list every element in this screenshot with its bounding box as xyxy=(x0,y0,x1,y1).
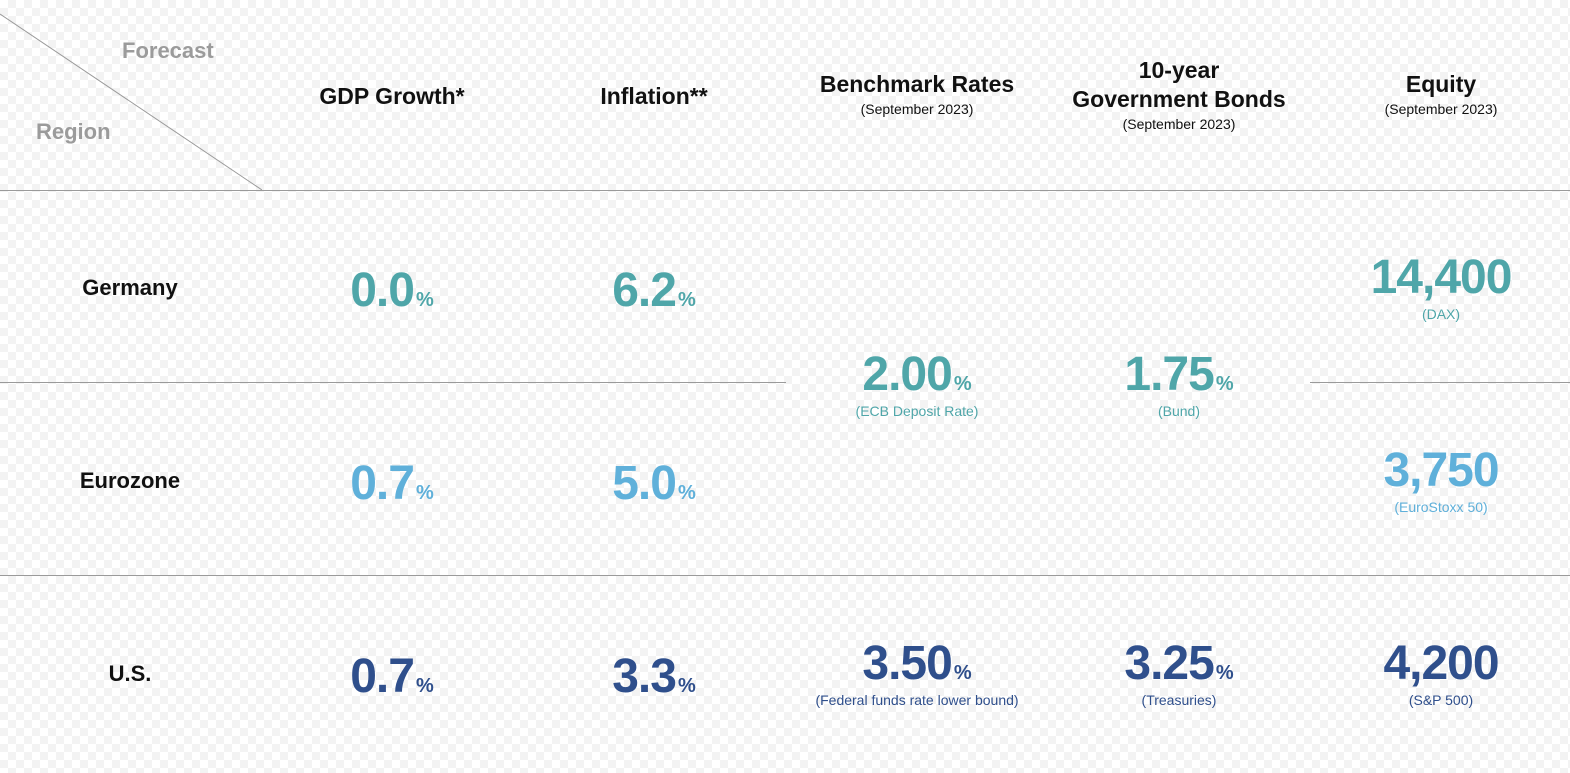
column-subtitle-bonds: (September 2023) xyxy=(1122,116,1236,132)
eurozone-gdp-value: 0.7 xyxy=(350,457,415,510)
row-label-us: U.S. xyxy=(108,661,152,686)
column-title-bonds-line1: 10-year xyxy=(1138,57,1220,83)
percent-sign: % xyxy=(415,675,434,697)
germany-gdp-value: 0.0 xyxy=(350,264,415,317)
eurozone-inflation-value: 5.0 xyxy=(612,457,677,510)
us-bonds-value: 3.25 xyxy=(1124,637,1214,690)
eurozone-equity-note: (EuroStoxx 50) xyxy=(1394,499,1488,515)
us-benchmark-value: 3.50 xyxy=(862,637,952,690)
column-title-inflation: Inflation** xyxy=(600,83,708,109)
percent-sign: % xyxy=(953,662,972,684)
germany-equity-value: 14,400 xyxy=(1370,251,1513,304)
germany-equity-note: (DAX) xyxy=(1421,306,1461,322)
euro-bonds-note: (Bund) xyxy=(1157,403,1201,419)
column-title-equity: Equity xyxy=(1405,71,1477,97)
us-benchmark-note: (Federal funds rate lower bound) xyxy=(815,692,1019,708)
column-header-inflation: Inflation** xyxy=(524,82,784,111)
row-label-eurozone: Eurozone xyxy=(79,468,181,493)
germany-gdp-cell: 0.0% xyxy=(262,266,522,316)
eurozone-equity-value: 3,750 xyxy=(1383,444,1499,497)
column-subtitle-benchmark: (September 2023) xyxy=(860,101,974,117)
corner-diagonal xyxy=(0,13,262,191)
eurozone-equity-cell: 3,750 (EuroStoxx 50) xyxy=(1310,446,1570,516)
percent-sign: % xyxy=(677,675,696,697)
us-bonds-cell: 3.25% (Treasuries) xyxy=(1048,639,1310,709)
us-gdp-cell: 0.7% xyxy=(262,652,522,702)
us-bonds-note: (Treasuries) xyxy=(1141,692,1217,708)
row-label-germany: Germany xyxy=(82,275,178,300)
eurozone-gdp-cell: 0.7% xyxy=(262,459,522,509)
us-equity-cell: 4,200 (S&P 500) xyxy=(1310,639,1570,709)
forecast-label: Forecast xyxy=(122,38,214,63)
column-header-bonds: 10-year Government Bonds (September 2023… xyxy=(1048,56,1310,133)
percent-sign: % xyxy=(415,289,434,311)
us-inflation-value: 3.3 xyxy=(612,650,677,703)
germany-equity-cell: 14,400 (DAX) xyxy=(1310,253,1570,323)
percent-sign: % xyxy=(1215,373,1234,395)
percent-sign: % xyxy=(1215,662,1234,684)
germany-inflation-value: 6.2 xyxy=(612,264,677,317)
germany-inflation-cell: 6.2% xyxy=(524,266,784,316)
percent-sign: % xyxy=(953,373,972,395)
column-subtitle-equity: (September 2023) xyxy=(1384,101,1498,117)
eurozone-inflation-cell: 5.0% xyxy=(524,459,784,509)
percent-sign: % xyxy=(415,482,434,504)
column-header-benchmark: Benchmark Rates (September 2023) xyxy=(786,70,1048,118)
header-divider xyxy=(0,190,1570,191)
percent-sign: % xyxy=(677,289,696,311)
us-benchmark-cell: 3.50% (Federal funds rate lower bound) xyxy=(786,639,1048,709)
germany-eurozone-divider-left xyxy=(0,382,786,383)
us-inflation-cell: 3.3% xyxy=(524,652,784,702)
euro-benchmark-cell: 2.00% (ECB Deposit Rate) xyxy=(786,350,1048,420)
column-title-gdp: GDP Growth* xyxy=(319,83,465,109)
column-title-benchmark: Benchmark Rates xyxy=(819,71,1015,97)
euro-benchmark-value: 2.00 xyxy=(862,348,952,401)
column-header-gdp: GDP Growth* xyxy=(262,82,522,111)
column-header-equity: Equity (September 2023) xyxy=(1310,70,1570,118)
germany-eurozone-divider-right xyxy=(1310,382,1570,383)
eurozone-us-divider xyxy=(0,575,1570,576)
us-gdp-value: 0.7 xyxy=(350,650,415,703)
percent-sign: % xyxy=(677,482,696,504)
us-equity-note: (S&P 500) xyxy=(1408,692,1474,708)
us-equity-value: 4,200 xyxy=(1383,637,1499,690)
column-title-bonds-line2: Government Bonds xyxy=(1072,86,1286,112)
euro-benchmark-note: (ECB Deposit Rate) xyxy=(855,403,979,419)
euro-bonds-value: 1.75 xyxy=(1124,348,1214,401)
region-label: Region xyxy=(36,119,111,144)
euro-bonds-cell: 1.75% (Bund) xyxy=(1048,350,1310,420)
